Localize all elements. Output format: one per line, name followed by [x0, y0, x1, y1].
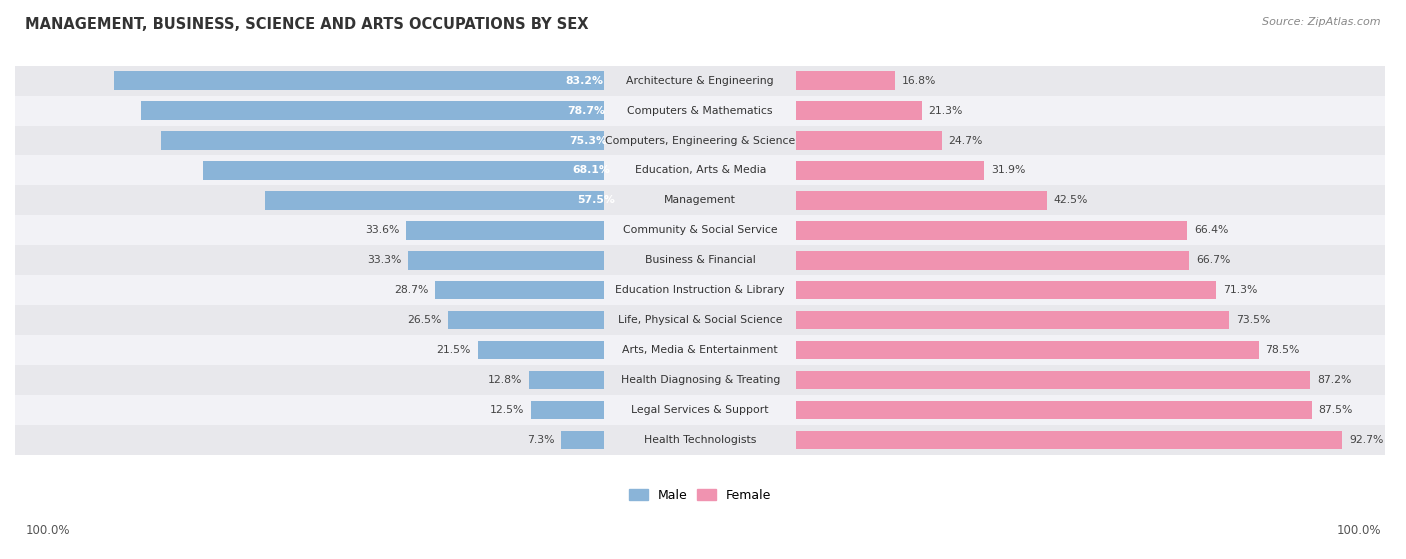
Text: 57.5%: 57.5% [576, 196, 614, 205]
Text: 78.7%: 78.7% [567, 106, 605, 116]
Bar [561, 430, 605, 449]
Text: Business & Financial: Business & Financial [645, 255, 755, 265]
Text: 87.2%: 87.2% [1317, 375, 1351, 385]
Bar [15, 305, 1385, 335]
Bar [15, 96, 1385, 126]
Text: MANAGEMENT, BUSINESS, SCIENCE AND ARTS OCCUPATIONS BY SEX: MANAGEMENT, BUSINESS, SCIENCE AND ARTS O… [25, 17, 589, 32]
Text: 66.4%: 66.4% [1194, 225, 1229, 235]
Text: 100.0%: 100.0% [1336, 524, 1381, 537]
Bar [160, 131, 605, 150]
Text: 87.5%: 87.5% [1319, 405, 1353, 415]
Text: Architecture & Engineering: Architecture & Engineering [627, 75, 773, 86]
Bar [796, 401, 1312, 419]
Text: 71.3%: 71.3% [1223, 285, 1257, 295]
Text: Computers & Mathematics: Computers & Mathematics [627, 106, 773, 116]
Bar [15, 275, 1385, 305]
Text: 92.7%: 92.7% [1350, 435, 1384, 445]
Text: 68.1%: 68.1% [572, 165, 610, 176]
Legend: Male, Female: Male, Female [624, 484, 776, 506]
Bar [796, 161, 984, 180]
Bar [408, 251, 605, 269]
Text: Legal Services & Support: Legal Services & Support [631, 405, 769, 415]
Bar [434, 281, 605, 300]
Text: 21.3%: 21.3% [928, 106, 963, 116]
Bar [478, 341, 605, 359]
Text: 100.0%: 100.0% [25, 524, 70, 537]
Text: 33.6%: 33.6% [366, 225, 399, 235]
Bar [796, 281, 1216, 300]
Text: 42.5%: 42.5% [1053, 196, 1088, 205]
Text: Life, Physical & Social Science: Life, Physical & Social Science [619, 315, 783, 325]
Bar [15, 155, 1385, 186]
Bar [202, 161, 605, 180]
Text: Education Instruction & Library: Education Instruction & Library [616, 285, 785, 295]
Bar [141, 101, 605, 120]
Text: 75.3%: 75.3% [569, 135, 607, 145]
Text: Computers, Engineering & Science: Computers, Engineering & Science [605, 135, 796, 145]
Bar [15, 425, 1385, 455]
Bar [796, 371, 1310, 389]
Text: Health Diagnosing & Treating: Health Diagnosing & Treating [620, 375, 780, 385]
Bar [530, 401, 605, 419]
Bar [266, 191, 605, 210]
Text: 24.7%: 24.7% [949, 135, 983, 145]
Bar [15, 186, 1385, 215]
Text: Education, Arts & Media: Education, Arts & Media [634, 165, 766, 176]
Bar [15, 126, 1385, 155]
Bar [15, 335, 1385, 365]
Bar [449, 311, 605, 329]
Bar [796, 191, 1046, 210]
Bar [406, 221, 605, 240]
Bar [15, 215, 1385, 245]
Bar [796, 311, 1229, 329]
Text: 33.3%: 33.3% [367, 255, 401, 265]
Text: 21.5%: 21.5% [436, 345, 471, 355]
Text: 83.2%: 83.2% [565, 75, 603, 86]
Text: 12.8%: 12.8% [488, 375, 522, 385]
Bar [529, 371, 605, 389]
Text: Community & Social Service: Community & Social Service [623, 225, 778, 235]
Bar [15, 66, 1385, 96]
Bar [15, 245, 1385, 275]
Text: 16.8%: 16.8% [903, 75, 936, 86]
Bar [15, 395, 1385, 425]
Text: Health Technologists: Health Technologists [644, 435, 756, 445]
Bar [796, 101, 921, 120]
Text: 7.3%: 7.3% [527, 435, 554, 445]
Text: 66.7%: 66.7% [1197, 255, 1230, 265]
Text: Arts, Media & Entertainment: Arts, Media & Entertainment [623, 345, 778, 355]
Text: 31.9%: 31.9% [991, 165, 1025, 176]
Text: 78.5%: 78.5% [1265, 345, 1301, 355]
Text: 26.5%: 26.5% [406, 315, 441, 325]
Bar [796, 251, 1189, 269]
Text: 28.7%: 28.7% [394, 285, 429, 295]
Bar [796, 221, 1188, 240]
Bar [15, 365, 1385, 395]
Bar [796, 430, 1343, 449]
Text: 73.5%: 73.5% [1236, 315, 1271, 325]
Bar [796, 341, 1258, 359]
Bar [796, 72, 896, 90]
Text: 12.5%: 12.5% [489, 405, 524, 415]
Bar [796, 131, 942, 150]
Text: Source: ZipAtlas.com: Source: ZipAtlas.com [1263, 17, 1381, 27]
Bar [114, 72, 605, 90]
Text: Management: Management [664, 196, 737, 205]
